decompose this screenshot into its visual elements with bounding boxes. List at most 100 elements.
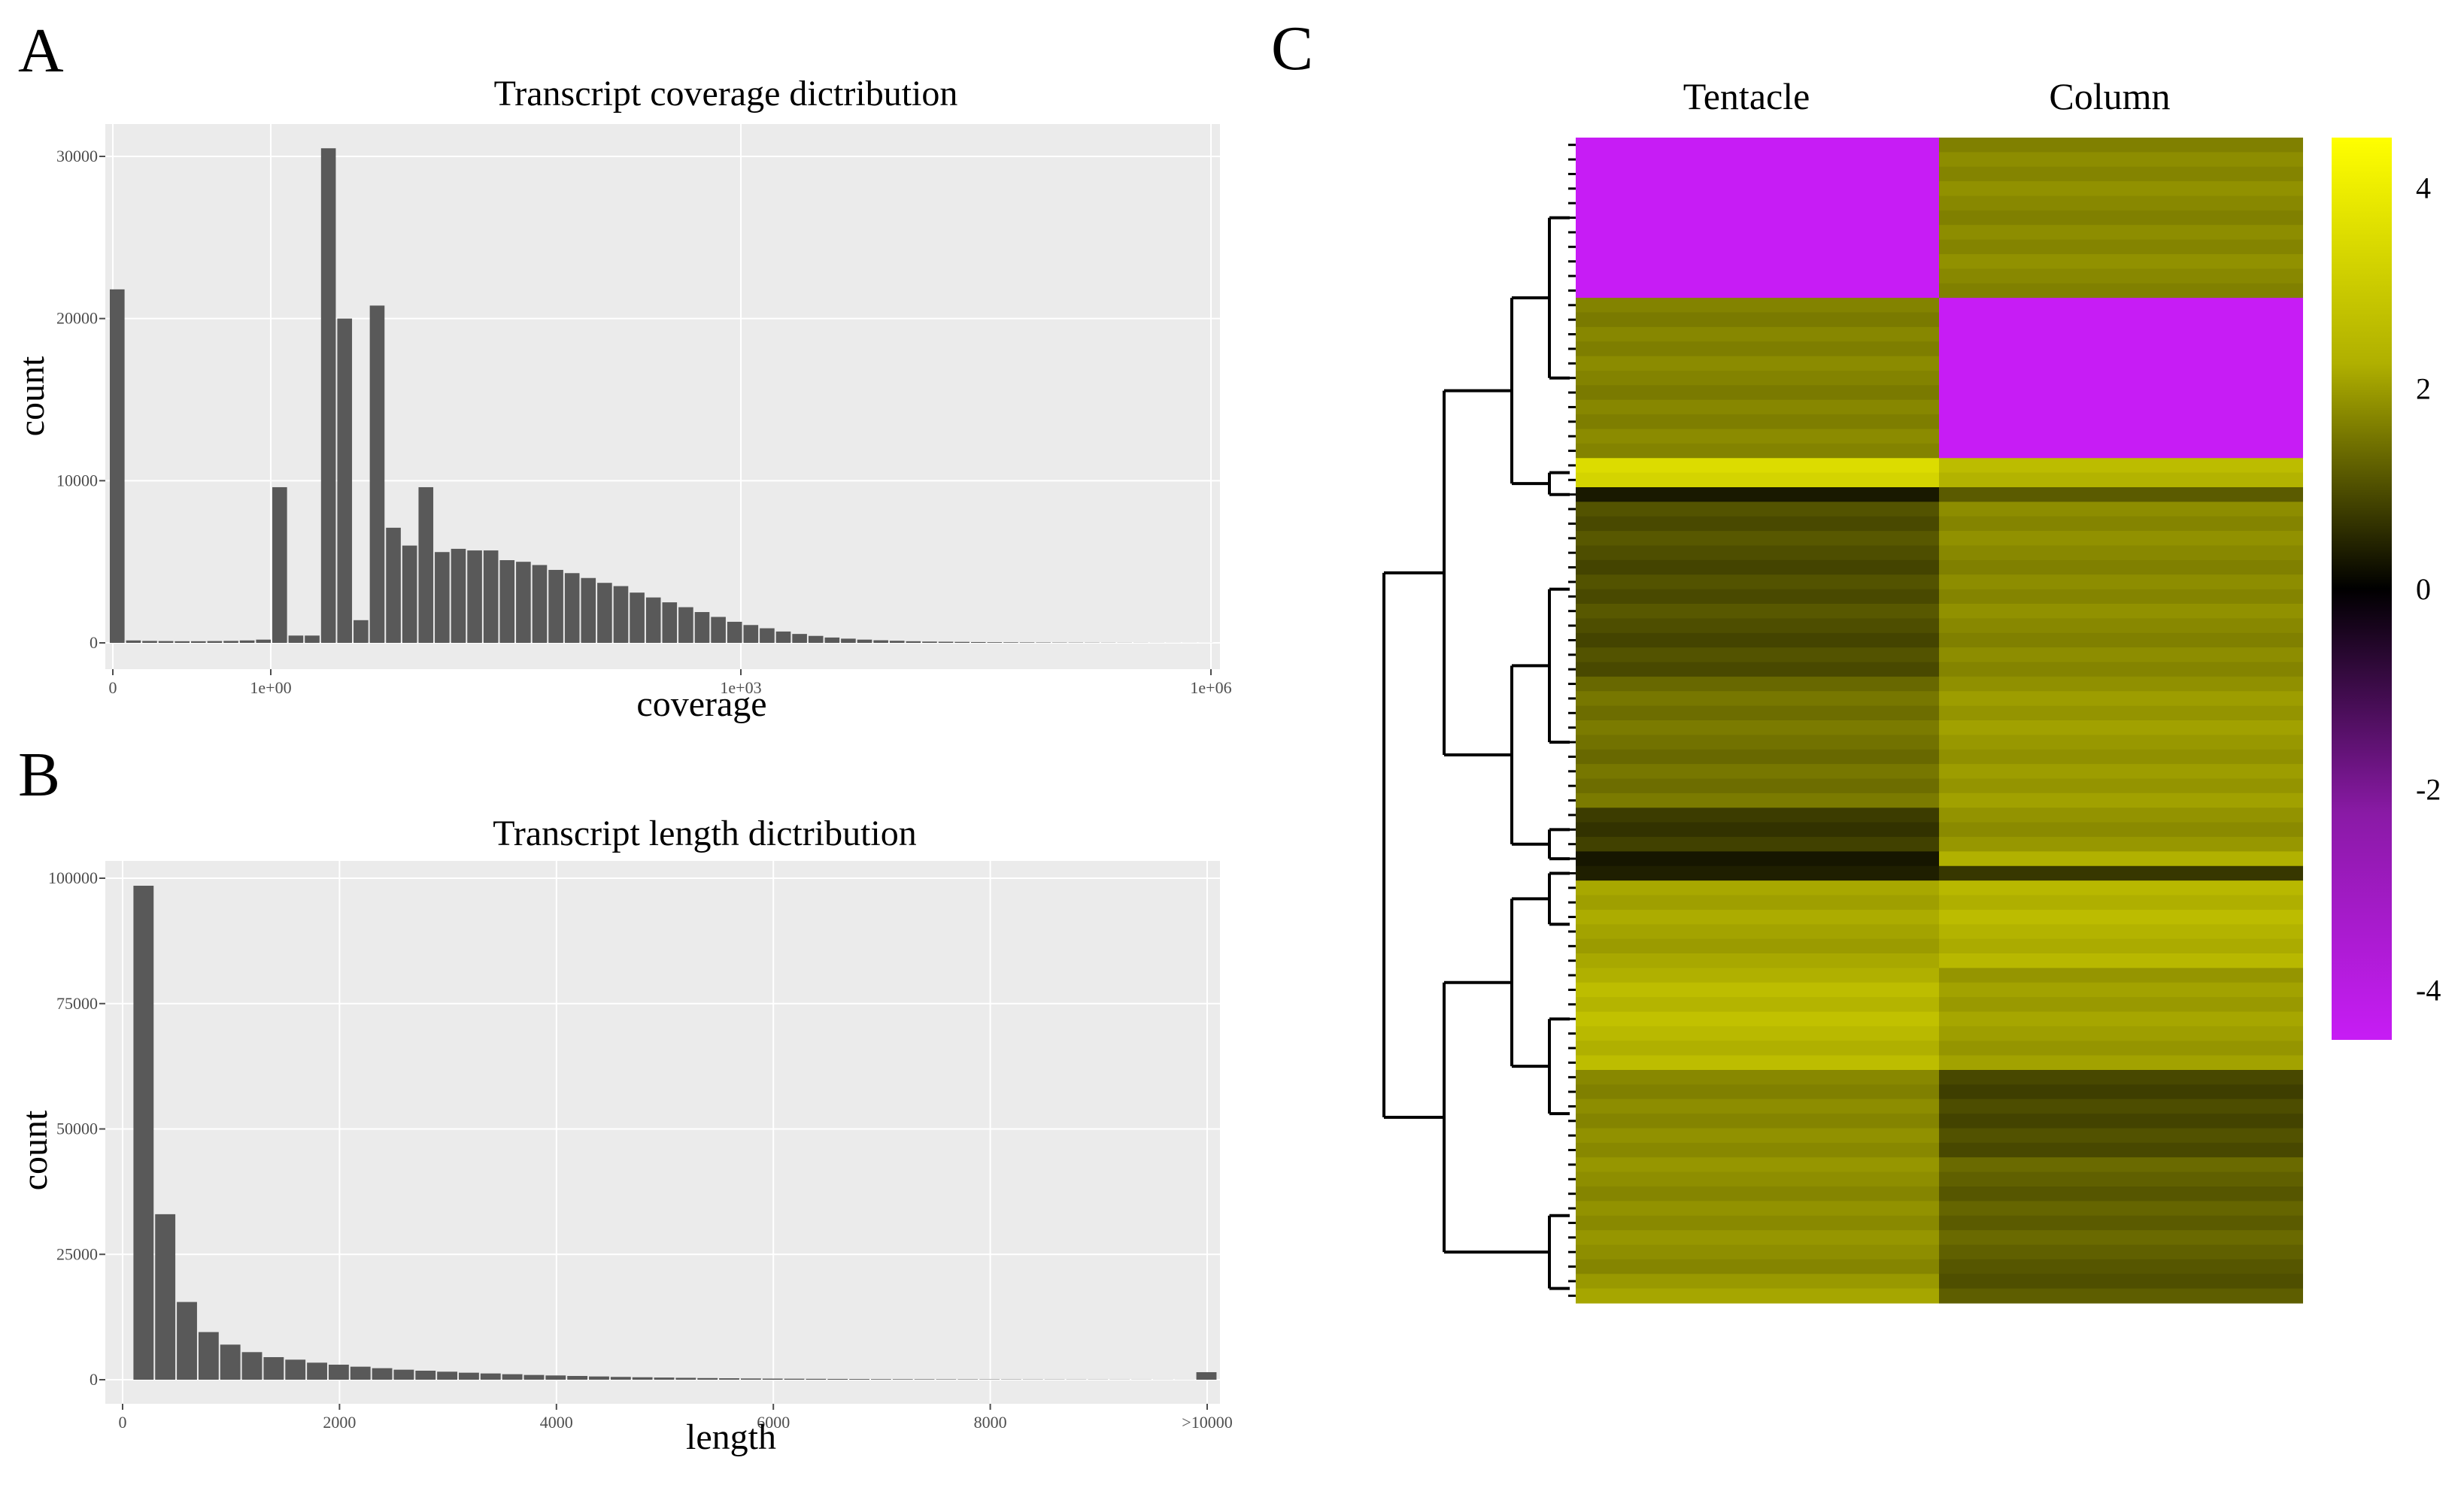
panel-a-title: Transcript coverage dictribution — [494, 74, 958, 114]
panel-b-y-ticks: 0 25000 50000 75000 100000 — [48, 868, 105, 1389]
heatmap-cell — [1576, 326, 1939, 342]
bar — [589, 1376, 609, 1380]
heatmap-cell — [1576, 953, 1939, 968]
panel-b-title: Transcript length dictribution — [493, 814, 917, 853]
bar — [437, 1371, 458, 1380]
heatmap-cell — [1939, 618, 2303, 634]
x-tick-label: >10000 — [1182, 1413, 1232, 1432]
y-tick-label: 50000 — [56, 1120, 98, 1138]
bar — [285, 1359, 306, 1380]
heatmap-cell — [1939, 1142, 2303, 1158]
bar — [806, 1378, 827, 1380]
heatmap-cell — [1576, 589, 1939, 605]
panel-b-y-axis-label: count — [15, 1110, 55, 1190]
heatmap-cell — [1576, 254, 1939, 269]
y-tick-label: 75000 — [56, 994, 98, 1013]
bar — [936, 1379, 957, 1380]
heatmap-cell — [1939, 487, 2303, 502]
bar — [645, 597, 661, 643]
bar — [957, 1379, 979, 1380]
heatmap-cell — [1939, 735, 2303, 750]
bar — [320, 148, 336, 643]
bar — [873, 640, 888, 643]
bar — [630, 592, 645, 643]
bar — [849, 1379, 869, 1380]
heatmap-cell — [1939, 1288, 2303, 1304]
heatmap-cell — [1576, 1157, 1939, 1173]
heatmap-cell — [1576, 1259, 1939, 1274]
heatmap-cell — [1576, 792, 1939, 808]
bar — [892, 1379, 913, 1380]
heatmap-cell — [1576, 764, 1939, 780]
color-scale-legend-ticks: 4 2 0 -2 -4 — [2416, 171, 2441, 1008]
heatmap-cell — [1939, 808, 2303, 823]
heatmap-cell — [1939, 326, 2303, 342]
bar — [133, 886, 154, 1380]
bar — [678, 607, 693, 643]
bar — [711, 617, 726, 643]
heatmap-cell — [1939, 909, 2303, 925]
heatmap-cell — [1939, 1244, 2303, 1260]
heatmap-cell — [1939, 1128, 2303, 1144]
heatmap-cell — [1576, 472, 1939, 488]
heatmap-cell — [1576, 808, 1939, 823]
heatmap-cell — [1939, 195, 2303, 211]
heatmap-cell — [1939, 1157, 2303, 1173]
legend-tick-label: 4 — [2416, 171, 2431, 205]
bar — [263, 1356, 284, 1380]
heatmap-cell — [1576, 429, 1939, 444]
heatmap-cell — [1939, 399, 2303, 415]
heatmap-cell — [1576, 632, 1939, 648]
heatmap-cell — [1939, 516, 2303, 532]
heatmap-cell — [1939, 181, 2303, 197]
bar — [694, 612, 710, 643]
heatmap-cell — [1576, 283, 1939, 298]
bar — [564, 573, 580, 643]
bar — [662, 602, 678, 643]
heatmap-cell — [1939, 822, 2303, 838]
bar — [784, 1378, 805, 1380]
bar — [760, 628, 775, 643]
bar — [775, 631, 791, 643]
heatmap-cell — [1576, 851, 1939, 867]
panel-a-y-axis-label: count — [12, 356, 52, 436]
heatmap-cell — [1576, 1142, 1939, 1158]
legend-tick-label: -2 — [2416, 773, 2441, 807]
heatmap-cell — [1939, 254, 2303, 269]
x-tick-label: 0 — [109, 678, 117, 697]
heatmap-cell — [1576, 545, 1939, 561]
heatmap-cell — [1576, 1114, 1939, 1129]
heatmap-cell — [1939, 632, 2303, 648]
heatmap-cell — [1939, 1070, 2303, 1085]
bar — [220, 1344, 241, 1380]
heatmap-cell — [1939, 545, 2303, 561]
bar — [386, 527, 401, 643]
heatmap-cell — [1939, 225, 2303, 241]
heatmap-cell — [1939, 1274, 2303, 1289]
bar — [857, 639, 872, 643]
bar — [841, 638, 856, 643]
heatmap-cell — [1939, 749, 2303, 765]
bar — [502, 1374, 523, 1380]
bar — [307, 1362, 327, 1380]
bar — [369, 305, 385, 643]
heatmap-cell — [1939, 924, 2303, 940]
bar — [241, 1352, 262, 1380]
heatmap-cell — [1576, 559, 1939, 575]
bar — [467, 550, 482, 643]
heatmap-cell — [1939, 1259, 2303, 1274]
heatmap-cell — [1939, 341, 2303, 357]
x-tick-label: 1e+00 — [250, 678, 291, 697]
bar — [207, 641, 223, 643]
x-tick-label: 0 — [119, 1413, 127, 1432]
bar — [1196, 1371, 1217, 1380]
heatmap-column-label-tentacle: Tentacle — [1683, 75, 1810, 117]
bar — [223, 641, 238, 643]
bar — [142, 641, 157, 643]
bar — [256, 639, 272, 643]
heatmap-cell — [1939, 662, 2303, 677]
bar — [435, 552, 450, 643]
heatmap-cell — [1576, 298, 1939, 314]
heatmap-cell — [1576, 268, 1939, 284]
heatmap-cell — [1576, 225, 1939, 241]
